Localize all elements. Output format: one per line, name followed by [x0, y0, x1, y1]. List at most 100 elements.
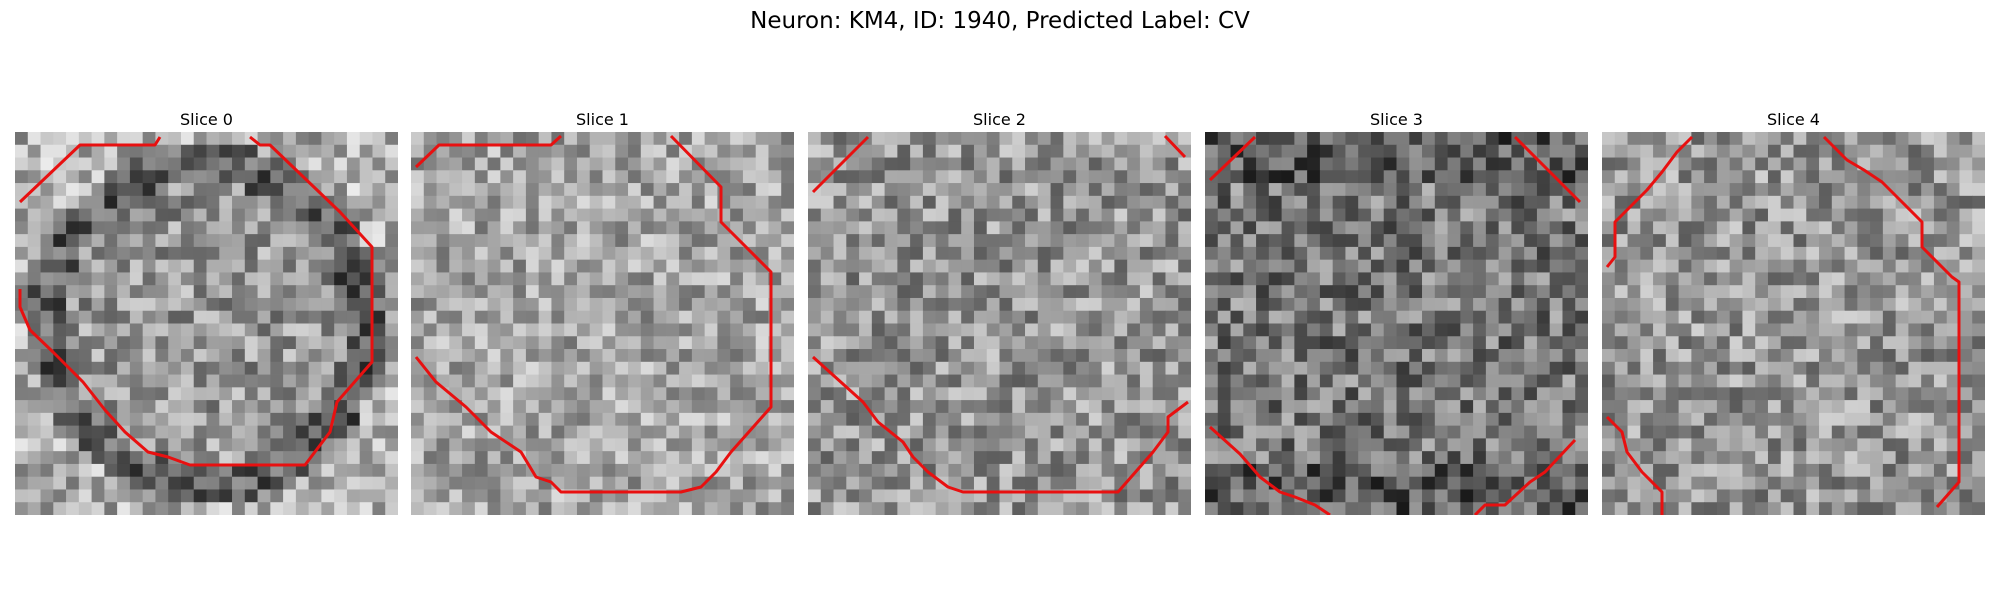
image-pixel [91, 183, 105, 197]
image-pixel [1716, 234, 1731, 248]
image-pixel [1653, 412, 1667, 427]
image-pixel [1063, 297, 1077, 312]
image-pixel [474, 208, 488, 222]
image-pixel [973, 170, 988, 184]
image-pixel [219, 463, 233, 478]
image-pixel [1819, 170, 1833, 184]
image-pixel [1422, 400, 1436, 414]
image-pixel [871, 259, 885, 273]
image-pixel [15, 349, 29, 363]
image-pixel [142, 183, 156, 197]
image-pixel [1767, 476, 1782, 490]
image-pixel [973, 425, 988, 439]
image-pixel [1780, 221, 1794, 235]
image-pixel [385, 400, 398, 414]
image-pixel [1704, 476, 1718, 490]
image-pixel [1627, 374, 1641, 388]
image-pixel [53, 285, 67, 299]
image-pixel [1076, 412, 1090, 427]
image-pixel [525, 451, 540, 465]
image-pixel [1819, 387, 1833, 401]
image-pixel [117, 438, 131, 452]
image-pixel [257, 451, 271, 465]
image-pixel [219, 259, 233, 273]
image-pixel [1152, 336, 1166, 350]
image-pixel [1524, 425, 1538, 439]
image-pixel [487, 170, 501, 184]
image-pixel [1307, 272, 1321, 286]
image-pixel [1921, 323, 1935, 337]
image-pixel [691, 221, 706, 235]
image-pixel [1139, 310, 1154, 324]
image-pixel [1627, 208, 1641, 222]
image-pixel [1268, 400, 1282, 414]
image-pixel [589, 502, 603, 515]
image-pixel [1139, 476, 1154, 490]
image-pixel [308, 285, 322, 299]
image-pixel [1755, 195, 1769, 209]
image-pixel [640, 502, 654, 515]
image-pixel [1268, 195, 1282, 209]
image-pixel [1678, 285, 1692, 299]
image-pixel [755, 463, 769, 478]
image-pixel [155, 221, 169, 235]
image-pixel [666, 349, 680, 363]
image-pixel [117, 361, 131, 375]
image-pixel [1485, 463, 1500, 478]
image-pixel [1473, 285, 1487, 299]
image-pixel [1447, 157, 1461, 171]
image-pixel [1434, 502, 1448, 515]
image-pixel [1139, 297, 1154, 312]
image-pixel [1882, 297, 1897, 312]
image-pixel [1332, 310, 1346, 324]
image-pixel [1844, 259, 1858, 273]
image-pixel [372, 502, 386, 515]
image-pixel [1243, 157, 1257, 171]
image-pixel [871, 451, 885, 465]
image-pixel [513, 387, 527, 401]
image-pixel [640, 183, 654, 197]
image-pixel [653, 195, 667, 209]
image-pixel [1447, 170, 1461, 184]
image-pixel [436, 272, 450, 286]
image-pixel [1857, 285, 1871, 299]
image-pixel [1101, 195, 1115, 209]
image-pixel [1485, 336, 1500, 350]
image-pixel [1205, 412, 1219, 427]
image-pixel [615, 170, 629, 184]
image-pixel [449, 272, 463, 286]
image-pixel [142, 144, 156, 158]
image-pixel [1972, 387, 1985, 401]
image-pixel [1447, 132, 1461, 146]
image-pixel [117, 476, 131, 490]
image-pixel [1152, 425, 1166, 439]
image-pixel [1959, 336, 1973, 350]
image-pixel [820, 285, 834, 299]
image-pixel [1319, 400, 1334, 414]
image-pixel [1230, 259, 1244, 273]
image-pixel [1025, 272, 1039, 286]
image-pixel [986, 387, 1000, 401]
image-pixel [372, 349, 386, 363]
image-pixel [1921, 451, 1935, 465]
image-pixel [1844, 476, 1858, 490]
image-pixel [602, 349, 616, 363]
image-pixel [1281, 323, 1295, 337]
image-pixel [1230, 387, 1244, 401]
image-pixel [1345, 476, 1359, 490]
image-pixel [180, 195, 195, 209]
image-pixel [27, 463, 41, 478]
image-pixel [628, 463, 642, 478]
image-pixel [1434, 425, 1448, 439]
image-pixel [1793, 170, 1807, 184]
image-pixel [257, 170, 271, 184]
image-pixel [117, 195, 131, 209]
image-pixel [833, 310, 847, 324]
image-pixel [1037, 400, 1051, 414]
image-pixel [551, 425, 565, 439]
image-pixel [1536, 297, 1551, 312]
image-pixel [436, 476, 450, 490]
image-pixel [653, 451, 667, 465]
image-pixel [474, 157, 488, 171]
image-pixel [308, 349, 322, 363]
